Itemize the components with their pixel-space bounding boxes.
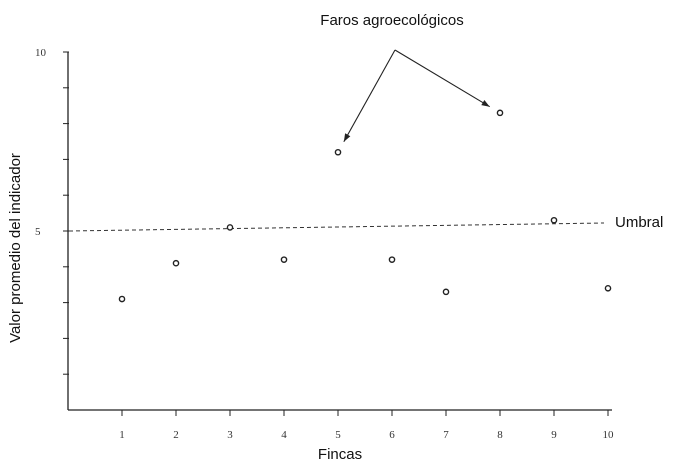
data-point [280,256,288,263]
x-tick-label: 1 [119,429,125,441]
data-point [550,216,558,224]
x-tick-label: 6 [389,429,395,441]
data-point [496,109,504,117]
data-point [226,224,234,231]
data-point [334,148,342,156]
annotation-arrow [394,49,490,108]
annotation-arrow [343,49,396,143]
x-tick-label: 2 [173,429,179,441]
axes: 5 10 1 2 3 4 5 6 7 8 9 10 [35,47,614,441]
data-points [118,109,612,303]
x-axis-title: Fincas [318,446,362,463]
x-tick-label: 4 [281,429,287,441]
threshold-group: Umbral [68,214,663,232]
x-tick-label: 5 [335,429,341,441]
data-point [118,295,126,303]
chart-title: Faros agroecológicos [320,12,463,29]
x-tick-label: 8 [497,429,503,441]
data-point [388,256,396,263]
data-point [604,284,612,292]
y-axis-title: Valor promedio del indicador [7,153,24,343]
y-tick-label: 5 [35,226,41,238]
threshold-label: Umbral [615,214,663,231]
threshold-line [68,222,605,232]
annotation-group [343,49,490,143]
data-point [172,259,180,267]
y-tick-label: 10 [35,47,47,59]
x-tick-label: 7 [443,429,449,441]
x-tick-label: 10 [603,429,615,441]
data-point [442,288,450,296]
x-tick-label: 3 [227,429,233,441]
annotation-arrow-head [481,100,490,107]
x-tick-label: 9 [551,429,557,441]
annotation-arrow-head [343,133,351,142]
